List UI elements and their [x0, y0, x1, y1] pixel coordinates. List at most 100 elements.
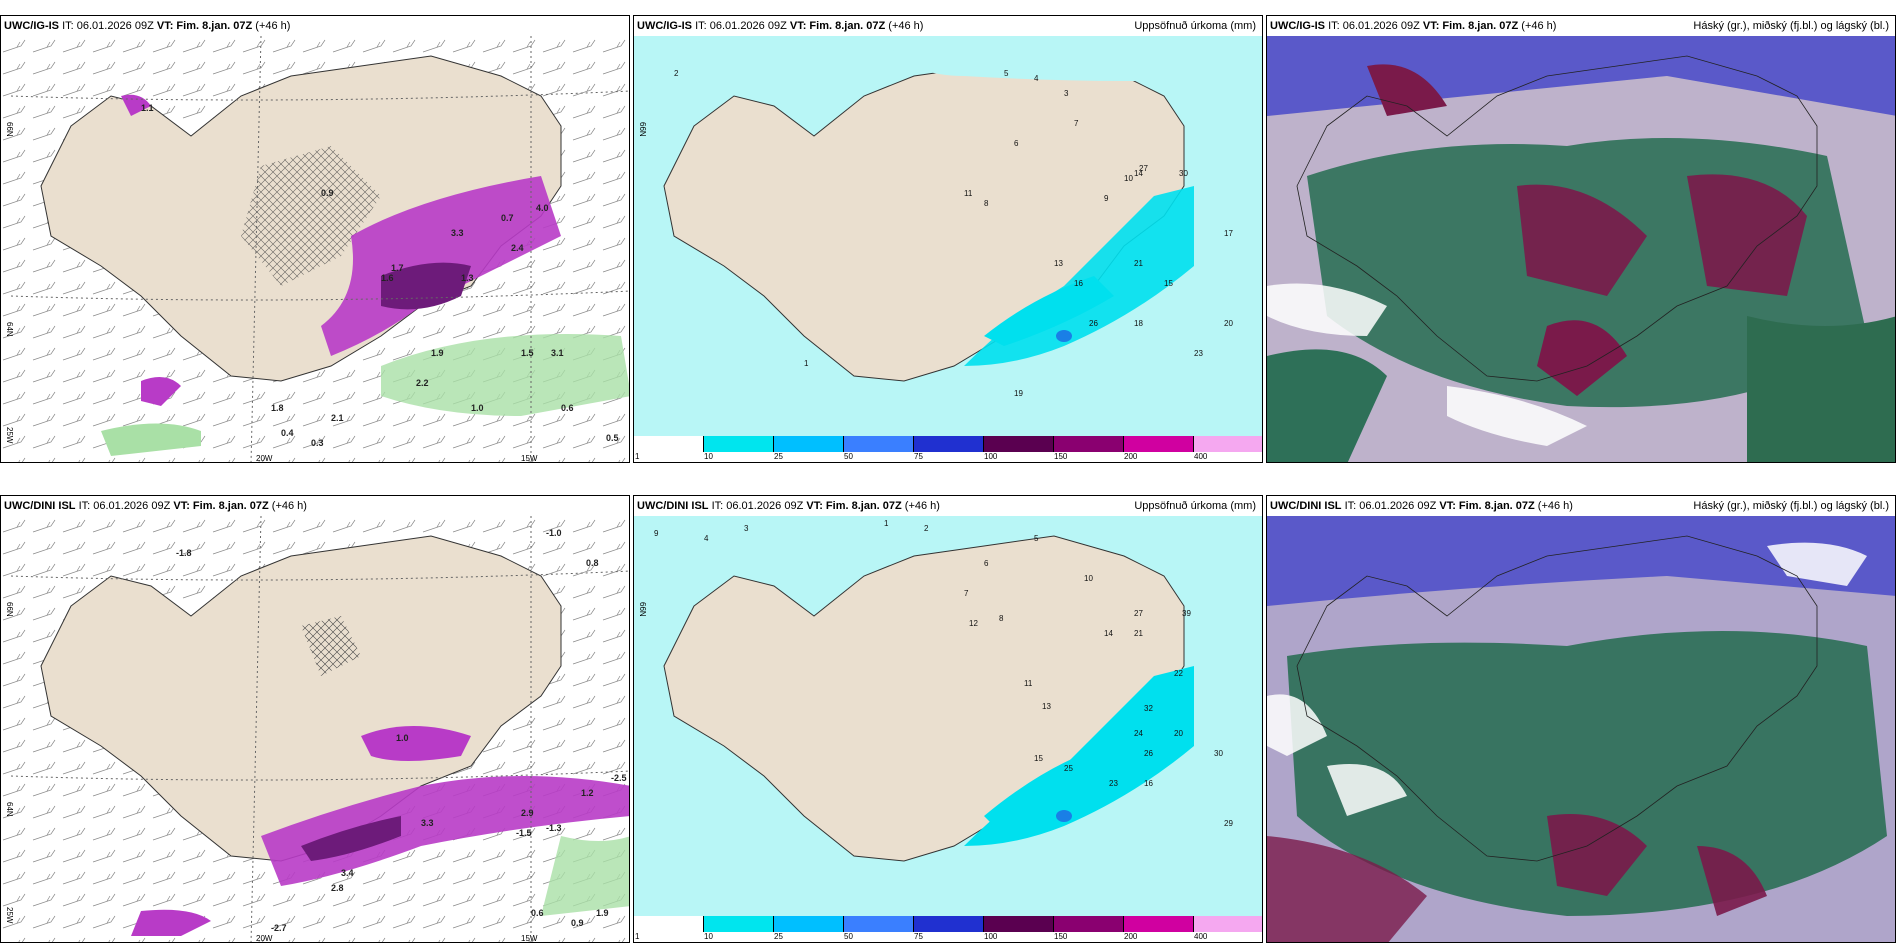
- init-time: IT: 06.01.2026 09Z: [62, 20, 154, 32]
- value-label: 5: [1034, 534, 1039, 543]
- legend-swatch: [844, 916, 914, 932]
- legend-swatch: [1054, 916, 1124, 932]
- lat-label-66n: 66N: [638, 122, 647, 137]
- legend-swatch: [704, 916, 774, 932]
- panel-ig-is-clouds: UWC/IG-IS IT: 06.01.2026 09Z VT: Fim. 8.…: [1266, 15, 1896, 463]
- value-label: 13: [1054, 259, 1063, 268]
- value-label: 23: [1109, 779, 1118, 788]
- lead-time: (+46 h): [888, 20, 924, 32]
- value-label: 22: [1174, 669, 1183, 678]
- value-label: 0.6: [531, 908, 544, 918]
- value-label: 6: [984, 559, 989, 568]
- value-label: 3: [1064, 89, 1069, 98]
- legend-swatch: [1124, 436, 1194, 452]
- panel-header: UWC/IG-IS IT: 06.01.2026 09Z VT: Fim. 8.…: [1, 16, 629, 36]
- value-label: 1: [804, 359, 809, 368]
- value-label: 0.8: [586, 558, 599, 568]
- value-label: 1.8: [271, 403, 284, 413]
- value-label: 10: [1124, 174, 1133, 183]
- value-label: 15: [1164, 279, 1173, 288]
- map-svg: 66N 2 5 4 3 6 7 8 9 10 11 13 14 15 16 17…: [634, 36, 1262, 438]
- legend-label: 10: [704, 932, 713, 941]
- lat-label-66n: 66N: [5, 602, 14, 617]
- value-label: 2.2: [416, 378, 429, 388]
- value-label: 25: [1064, 764, 1073, 773]
- legend-label: 1: [635, 452, 640, 461]
- value-label: 0.9: [321, 188, 334, 198]
- panel-header: UWC/DINI ISL IT: 06.01.2026 09Z VT: Fim.…: [1, 496, 629, 516]
- value-label: 23: [1194, 349, 1203, 358]
- value-label: -1.8: [176, 548, 192, 558]
- init-time: IT: 06.01.2026 09Z: [1344, 500, 1437, 512]
- panel-title: Háský (gr.), miðský (fj.bl.) og lágský (…: [1693, 500, 1889, 512]
- value-label: 20: [1174, 729, 1183, 738]
- value-label: -2.5: [611, 773, 627, 783]
- value-label: -1.5: [516, 828, 532, 838]
- iceland-coastline: [1296, 55, 1818, 382]
- value-label: 2: [674, 69, 679, 78]
- map-area: 66N 64N 25W 20W 15W -1.8 -1.0 0.8 1.0 3.…: [1, 516, 629, 943]
- panel-header: UWC/IG-IS IT: 06.01.2026 09Z VT: Fim. 8.…: [1267, 16, 1895, 36]
- map-area: [1267, 36, 1895, 462]
- value-label: 1.0: [396, 733, 409, 743]
- value-label: 1.0: [471, 403, 484, 413]
- value-label: -1.3: [546, 823, 562, 833]
- lead-time: (+46 h): [1537, 500, 1573, 512]
- legend-swatch: [704, 436, 774, 452]
- lead-time: (+46 h): [904, 500, 940, 512]
- legend-label: 200: [1124, 452, 1138, 461]
- legend-swatch: [914, 916, 984, 932]
- init-time: IT: 06.01.2026 09Z: [1328, 20, 1420, 32]
- value-label: 17: [1224, 229, 1233, 238]
- value-label: 24: [1134, 729, 1143, 738]
- legend-label: 25: [774, 452, 783, 461]
- legend-swatch: [1054, 436, 1124, 452]
- model-name: UWC/IG-IS: [1270, 20, 1325, 32]
- legend-label: 75: [914, 932, 923, 941]
- legend-label: 50: [844, 452, 853, 461]
- lat-label-66n: 66N: [638, 602, 647, 617]
- model-name: UWC/DINI ISL: [637, 500, 709, 512]
- value-label: 14: [1134, 169, 1143, 178]
- value-label: 27: [1134, 609, 1143, 618]
- valid-time-label: VT:: [1422, 20, 1440, 32]
- map-area: 66N 64N 25W 20W 15W 1.1 0.7 0.9 1.7 1.6 …: [1, 36, 629, 463]
- value-label: 30: [1214, 749, 1223, 758]
- panel-title: Háský (gr.), miðský (fj.bl.) og lágský (…: [1693, 20, 1889, 32]
- value-label: 8: [984, 199, 989, 208]
- model-name: UWC/IG-IS: [637, 20, 692, 32]
- value-label: 2.9: [521, 808, 534, 818]
- legend-swatch: [1194, 436, 1262, 452]
- value-label: 14: [1104, 629, 1113, 638]
- valid-time: Fim. 8.jan. 07Z: [176, 20, 253, 32]
- value-label: 0.3: [311, 438, 324, 448]
- lon-label-15w: 15W: [521, 934, 538, 943]
- value-label: 3.1: [551, 348, 564, 358]
- value-label: 1.5: [521, 348, 534, 358]
- legend-swatch: [984, 436, 1054, 452]
- value-label: 39: [1182, 609, 1191, 618]
- value-label: 1.9: [596, 908, 609, 918]
- value-label: 4: [1034, 74, 1039, 83]
- value-label: 32: [1144, 704, 1153, 713]
- legend-label: 1: [635, 932, 640, 941]
- value-label: 7: [1074, 119, 1079, 128]
- map-area: [1267, 516, 1895, 942]
- value-label: 30: [1179, 169, 1188, 178]
- lat-label-66n: 66N: [5, 122, 14, 137]
- init-time: IT: 06.01.2026 09Z: [711, 500, 804, 512]
- valid-time-label: VT:: [156, 20, 174, 32]
- lead-time: (+46 h): [1521, 20, 1557, 32]
- valid-time: Fim. 8.jan. 07Z: [1442, 20, 1519, 32]
- legend-label: 10: [704, 452, 713, 461]
- lon-label-15w: 15W: [521, 454, 538, 463]
- legend-swatch: [984, 916, 1054, 932]
- value-label: 13: [1042, 702, 1051, 711]
- legend-label: 25: [774, 932, 783, 941]
- value-label: 4: [704, 534, 709, 543]
- valid-time: Fim. 8.jan. 07Z: [809, 20, 886, 32]
- value-label: 11: [1024, 679, 1033, 688]
- value-label: 19: [1014, 389, 1023, 398]
- value-label: 10: [1084, 574, 1093, 583]
- valid-time-label: VT:: [806, 500, 823, 512]
